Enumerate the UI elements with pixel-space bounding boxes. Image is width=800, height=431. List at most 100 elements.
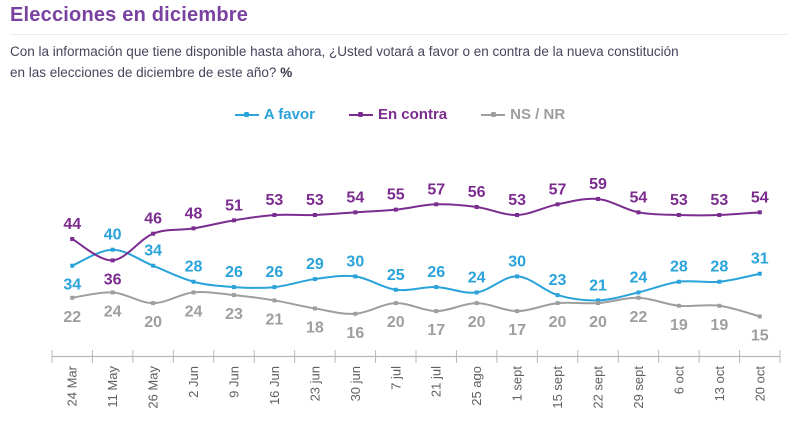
line-marker-icon xyxy=(348,111,373,118)
data-point-marker-ns-nr xyxy=(312,306,317,311)
data-point-label-a-favor: 34 xyxy=(63,277,81,294)
x-axis-label: 25 ago xyxy=(469,366,484,406)
data-point-marker-ns-nr xyxy=(515,309,520,314)
x-axis-label: 21 jul xyxy=(429,366,444,397)
data-point-marker-en-contra xyxy=(676,212,681,217)
data-point-label-ns-nr: 17 xyxy=(427,322,445,339)
data-point-marker-a-favor xyxy=(596,298,600,303)
x-axis-label: 29 sept xyxy=(631,366,646,409)
data-point-marker-a-favor xyxy=(676,279,681,284)
data-point-label-ns-nr: 15 xyxy=(751,327,769,344)
series-line-ns-nr xyxy=(71,291,761,318)
data-point-label-en-contra: 51 xyxy=(225,197,243,214)
legend-item-ns-nr: NS / NR xyxy=(481,106,565,123)
x-axis-label: 16 Jun xyxy=(267,366,282,405)
data-point-marker-ns-nr xyxy=(151,301,156,306)
data-point-label-a-favor: 25 xyxy=(387,267,405,284)
data-point-marker-ns-nr xyxy=(353,311,358,316)
data-point-marker-a-favor xyxy=(434,285,439,290)
x-axis-label: 11 May xyxy=(105,366,120,408)
data-point-marker-ns-nr xyxy=(434,309,439,314)
data-point-label-en-contra: 48 xyxy=(185,205,203,222)
x-axis-label: 9 Jun xyxy=(227,366,242,398)
data-point-marker-ns-nr xyxy=(676,303,681,308)
percent-unit-label: % xyxy=(280,65,293,80)
data-point-marker-en-contra xyxy=(596,196,600,201)
data-point-marker-en-contra xyxy=(353,210,358,215)
data-point-label-ns-nr: 17 xyxy=(508,322,526,339)
data-point-label-en-contra: 53 xyxy=(306,192,324,209)
data-point-label-a-favor: 28 xyxy=(670,259,688,276)
data-point-label-a-favor: 21 xyxy=(589,277,607,294)
x-axis-label: 20 oct xyxy=(752,366,767,402)
data-point-label-en-contra: 53 xyxy=(670,192,688,209)
data-point-label-en-contra: 57 xyxy=(549,181,567,198)
data-point-marker-ns-nr xyxy=(555,301,560,306)
data-point-label-en-contra: 46 xyxy=(144,211,162,228)
data-point-marker-ns-nr xyxy=(272,298,277,303)
data-point-marker-ns-nr xyxy=(757,314,762,319)
data-point-marker-ns-nr xyxy=(70,295,75,300)
data-point-label-en-contra: 53 xyxy=(710,192,728,209)
data-point-label-a-favor: 23 xyxy=(549,272,567,289)
series-line-en-contra xyxy=(71,197,761,262)
x-axis-label: 15 sept xyxy=(550,366,565,409)
legend-item-en-contra: En contra xyxy=(348,106,447,123)
x-axis-label: 24 Mar xyxy=(65,365,80,406)
data-point-label-a-favor: 28 xyxy=(710,259,728,276)
data-point-label-ns-nr: 20 xyxy=(144,314,162,331)
data-point-label-a-favor: 34 xyxy=(144,243,162,260)
legend-label: NS / NR xyxy=(510,106,566,123)
line-marker-icon xyxy=(481,111,506,118)
series-line-a-favor xyxy=(71,248,761,302)
data-point-marker-ns-nr xyxy=(717,303,722,308)
data-point-label-en-contra: 53 xyxy=(508,192,526,209)
data-point-label-en-contra: 36 xyxy=(104,271,122,288)
data-point-label-en-contra: 44 xyxy=(63,216,81,233)
data-point-marker-en-contra xyxy=(555,202,560,207)
legend-label: A favor xyxy=(263,106,315,123)
data-point-marker-en-contra xyxy=(515,212,520,217)
data-point-marker-ns-nr xyxy=(474,301,479,306)
data-point-label-ns-nr: 18 xyxy=(306,319,324,336)
data-point-marker-en-contra xyxy=(312,212,317,217)
data-point-label-ns-nr: 22 xyxy=(63,309,81,326)
data-point-label-ns-nr: 20 xyxy=(589,314,607,331)
data-point-label-a-favor: 28 xyxy=(185,259,203,276)
data-point-label-ns-nr: 22 xyxy=(630,309,648,326)
x-axis-label: 1 sept xyxy=(510,366,525,402)
data-point-marker-a-favor xyxy=(191,279,196,284)
survey-question-line1: Con la información que tiene disponible … xyxy=(10,44,679,59)
x-axis-label: 13 oct xyxy=(712,366,727,402)
data-point-label-ns-nr: 19 xyxy=(710,317,728,334)
data-point-marker-ns-nr xyxy=(110,290,115,295)
chart-legend: A favor En contra NS / NR xyxy=(0,106,800,123)
data-point-marker-a-favor xyxy=(232,285,236,290)
data-point-marker-en-contra xyxy=(393,207,398,212)
data-point-marker-a-favor xyxy=(555,293,560,298)
data-point-marker-a-favor xyxy=(151,263,156,268)
data-point-marker-a-favor xyxy=(636,290,641,295)
data-point-label-ns-nr: 21 xyxy=(266,311,284,328)
data-point-label-ns-nr: 20 xyxy=(387,314,405,331)
data-point-marker-en-contra xyxy=(474,204,479,209)
x-axis-label: 7 jul xyxy=(388,366,403,390)
data-point-label-a-favor: 24 xyxy=(630,269,648,286)
data-point-marker-en-contra xyxy=(232,218,236,223)
data-point-label-ns-nr: 23 xyxy=(225,306,243,323)
data-point-label-ns-nr: 24 xyxy=(185,303,203,320)
data-point-label-ns-nr: 24 xyxy=(104,303,122,320)
data-point-label-en-contra: 54 xyxy=(751,189,769,206)
data-point-marker-a-favor xyxy=(757,271,762,276)
page-title: Elecciones en diciembre xyxy=(10,4,249,26)
data-point-marker-en-contra xyxy=(191,226,196,231)
data-point-marker-en-contra xyxy=(70,237,75,242)
data-point-label-a-favor: 30 xyxy=(508,253,526,270)
data-point-label-ns-nr: 16 xyxy=(346,325,364,342)
line-marker-icon xyxy=(234,111,259,118)
data-point-marker-a-favor xyxy=(474,290,479,295)
data-point-label-a-favor: 40 xyxy=(104,227,122,244)
data-point-marker-ns-nr xyxy=(191,290,196,295)
data-point-marker-ns-nr xyxy=(393,301,398,306)
x-axis-label: 30 jun xyxy=(348,366,363,401)
